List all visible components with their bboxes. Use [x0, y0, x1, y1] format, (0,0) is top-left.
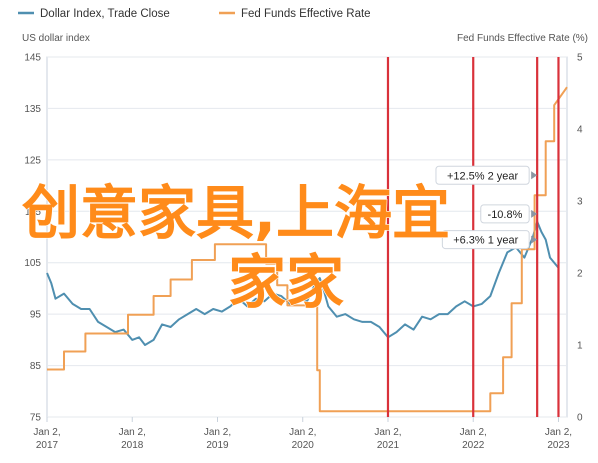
y-left-tick-label: 105	[24, 258, 41, 269]
x-tick-label-line2: 2019	[206, 440, 229, 451]
y-left-tick-label: 95	[30, 310, 42, 321]
x-tick-label-line1: Jan 2,	[204, 427, 231, 438]
y-axis-left-ticks: 75 85 95 105 115 125 135 145	[24, 53, 41, 424]
series-line-1	[47, 86, 568, 413]
x-tick-label-line1: Jan 2,	[460, 427, 487, 438]
y-left-tick-label: 115	[25, 207, 41, 218]
annotation-label-2: +12.5% 2 year	[447, 170, 519, 182]
y-left-tick-label: 75	[30, 413, 42, 424]
annotation-pointer-1	[531, 235, 538, 244]
y-right-tick-label: 5	[577, 53, 583, 64]
y-right-tick-label: 3	[577, 197, 583, 208]
x-tick-label-line2: 2020	[292, 440, 315, 451]
y-left-tick-label: 145	[24, 53, 41, 64]
annotation-box-1	[441, 230, 530, 250]
annotation-pointer-0	[531, 209, 538, 218]
annotation-box-2	[435, 165, 530, 185]
x-tick-label-line1: Jan 2,	[289, 427, 316, 438]
x-tick-label-line1: Jan 2,	[374, 427, 401, 438]
annotation-label-0: -10.8%	[488, 209, 523, 221]
x-tick-label-line2: 2022	[462, 440, 485, 451]
y-axis-right-title: Fed Funds Effective Rate (%)	[457, 33, 588, 44]
overlay-text-line2: 家家	[228, 248, 344, 316]
y-right-tick-label: 2	[577, 269, 583, 280]
overlay-text-line1: 创意家具,上海宜	[22, 179, 450, 247]
y-right-tick-label: 0	[577, 413, 583, 424]
annotation-label-1: +6.3% 1 year	[453, 235, 518, 247]
y-left-tick-label: 85	[30, 361, 42, 372]
x-tick-label-line2: 2018	[121, 440, 144, 451]
legend-label-1: Fed Funds Effective Rate	[241, 8, 371, 20]
series-group[interactable]	[46, 86, 568, 413]
y-left-tick-label: 135	[24, 104, 41, 115]
legend-label-0: Dollar Index, Trade Close	[40, 8, 170, 20]
y-axis-left-title: US dollar index	[22, 33, 90, 44]
x-tick-label-line2: 2021	[377, 440, 400, 451]
x-tick-label-line1: Jan 2,	[119, 427, 146, 438]
y-axis-right-ticks: 0 1 2 3 4 5	[577, 53, 583, 424]
x-tick-label-line1: Jan 2,	[33, 427, 60, 438]
annotations: -10.8% +6.3% 1 year +12.5% 2 year	[435, 165, 538, 250]
x-axis-ticks: Jan 2, 2017 Jan 2, 2018 Jan 2, 2019 Jan 2, 2020…	[33, 417, 572, 451]
series-line-0	[46, 220, 560, 346]
y-right-tick-label: 1	[577, 341, 583, 352]
annotation-box-0	[480, 204, 530, 224]
annotation-pointer-2	[531, 171, 538, 180]
x-tick-label-line1: Jan 2,	[545, 427, 572, 438]
x-tick-label-line2: 2023	[547, 440, 570, 451]
y-right-tick-label: 4	[577, 125, 583, 136]
legend[interactable]: Dollar Index, Trade Close Fed Funds Effec…	[18, 8, 371, 20]
x-tick-label-line2: 2017	[36, 440, 59, 451]
y-left-tick-label: 125	[24, 155, 41, 166]
